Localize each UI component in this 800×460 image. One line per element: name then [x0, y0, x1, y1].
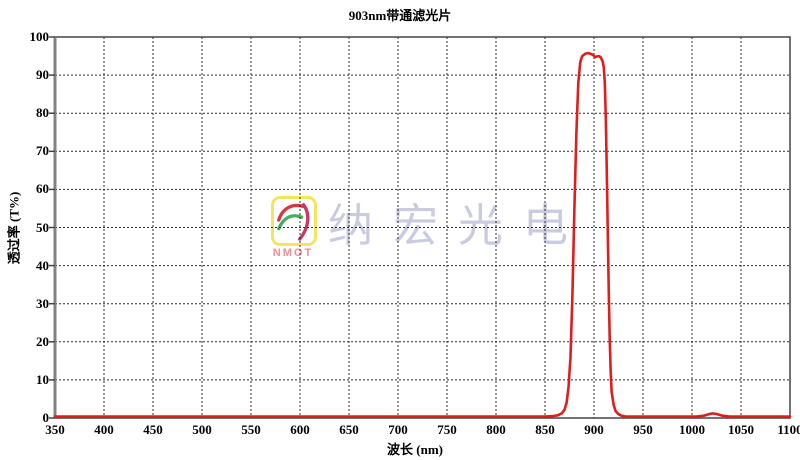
nmot-logo: NMOT: [266, 196, 320, 259]
nmot-logo-icon: [271, 196, 317, 246]
watermark-logo-text: NMOT: [272, 247, 314, 259]
transmittance-curve: [53, 51, 792, 418]
watermark-brand-text: 纳宏光电: [328, 201, 589, 251]
chart-title: 903nm带通滤光片: [348, 8, 452, 23]
logo-arcs-icon: [277, 203, 310, 241]
y-axis-label: 透过率 (T%): [6, 191, 22, 265]
x-axis-label: 波长 (nm): [387, 442, 443, 457]
watermark: NMOT 纳宏光电: [266, 196, 588, 259]
